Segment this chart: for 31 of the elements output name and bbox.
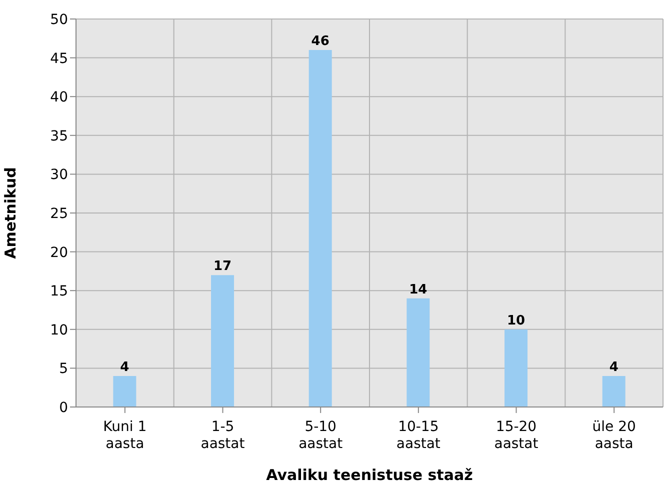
x-tick-label: Kuni 1 aasta: [103, 419, 147, 452]
x-tick-label: 10-15 aastat: [396, 419, 441, 452]
bar: [504, 329, 528, 407]
y-tick-label: 0: [59, 400, 68, 416]
y-tick-label: 25: [50, 206, 68, 222]
y-tick-label: 40: [50, 90, 68, 106]
y-tick-label: 5: [59, 361, 68, 378]
bar: [308, 50, 332, 407]
data-label: 17: [213, 259, 232, 274]
y-tick-label: 10: [50, 322, 68, 338]
y-tick-label: 35: [50, 128, 68, 144]
y-tick-label: 30: [50, 167, 68, 184]
y-tick-label: 20: [50, 244, 68, 261]
bar: [406, 298, 430, 407]
x-tick-label: 5-10 aastat: [298, 419, 344, 452]
bar: [113, 376, 136, 407]
y-tick-label: 50: [50, 12, 68, 28]
x-axis-title: Avaliku teenistuse staaž: [266, 466, 474, 484]
x-tick-label: 1-5 aastat: [200, 419, 246, 452]
y-axis-title: Ametnikud: [1, 167, 20, 259]
bar: [602, 376, 626, 407]
data-label: 4: [120, 360, 130, 375]
bar: [211, 275, 234, 407]
data-label: 46: [311, 34, 330, 50]
data-label: 4: [609, 360, 618, 375]
x-tick-label: üle 20 aasta: [592, 419, 636, 452]
y-tick-label: 45: [50, 50, 68, 67]
data-label: 14: [409, 282, 428, 298]
data-label: 10: [506, 313, 526, 328]
y-tick-label: 15: [50, 284, 68, 300]
x-tick-label: 15-20 aastat: [494, 419, 539, 452]
